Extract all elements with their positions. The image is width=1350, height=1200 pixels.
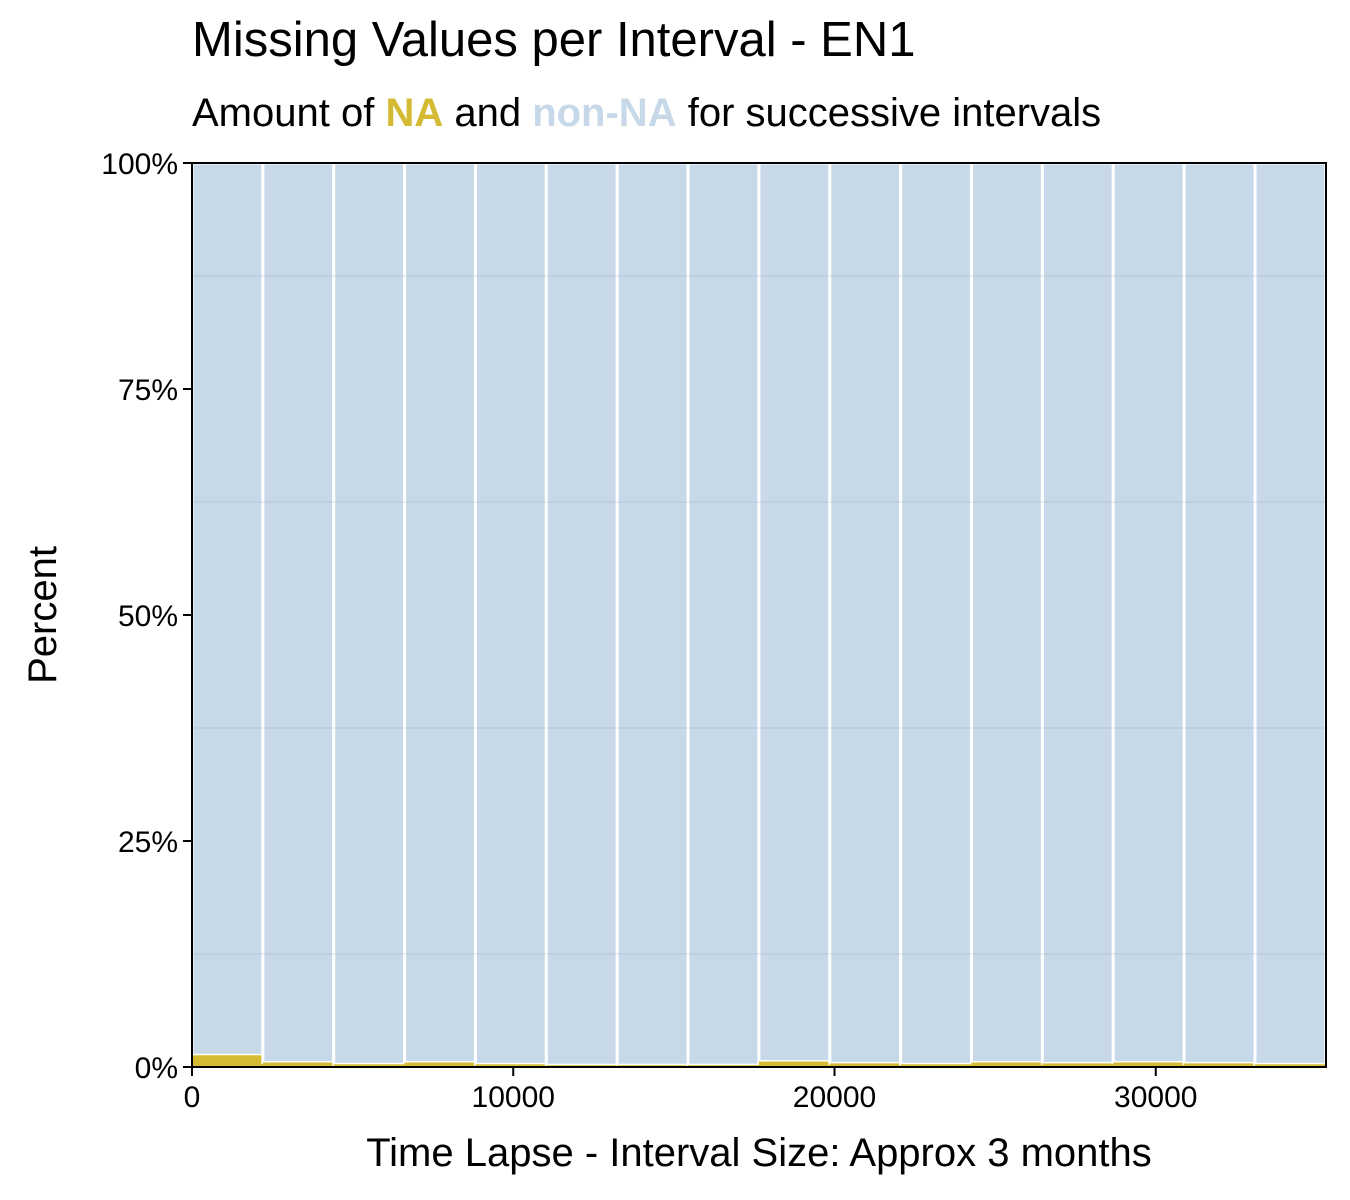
bar-non-na-7 [615, 161, 690, 1067]
bar-na-5 [475, 1064, 547, 1067]
bar-non-na-5 [473, 161, 548, 1066]
bar-non-na-2 [261, 161, 336, 1064]
bar-na-13 [1042, 1063, 1114, 1067]
y-tick-label: 100% [101, 148, 178, 181]
y-tick-label: 0% [135, 1052, 178, 1085]
bar-non-na-11 [899, 161, 974, 1066]
subtitle-non-na-label: non-NA [532, 91, 677, 135]
bar-na-10 [829, 1063, 901, 1067]
bar-non-na-6 [544, 161, 619, 1067]
bar-na-12 [971, 1062, 1043, 1067]
chart-title: Missing Values per Interval - EN1 [192, 13, 916, 67]
y-tick-label: 50% [118, 600, 178, 633]
x-tick-label: 10000 [472, 1081, 555, 1114]
x-tick-label: 0 [184, 1081, 201, 1114]
bar-non-na-10 [828, 161, 903, 1065]
y-tick-label: 75% [118, 374, 178, 407]
bar-non-na-13 [1040, 161, 1115, 1065]
x-axis-title: Time Lapse - Interval Size: Approx 3 mon… [366, 1131, 1152, 1175]
subtitle-suffix: for successive intervals [676, 91, 1102, 135]
bar-non-na-14 [1111, 161, 1186, 1064]
bar-na-1 [192, 1055, 263, 1067]
subtitle-na-label: NA [385, 91, 444, 135]
y-tick-label: 25% [118, 826, 178, 859]
bar-na-4 [404, 1062, 476, 1067]
bar-non-na-12 [970, 161, 1044, 1064]
bar-na-9 [758, 1061, 830, 1067]
bar-na-2 [262, 1062, 334, 1067]
bar-non-na-16 [1253, 161, 1328, 1066]
bar-na-3 [333, 1064, 405, 1067]
subtitle-middle: and [443, 91, 533, 135]
bar-na-15 [1184, 1063, 1256, 1067]
chart-subtitle: Amount of NA and non-NA for successive i… [192, 93, 1101, 133]
bar-non-na-3 [332, 161, 407, 1066]
y-axis-title: Percent [21, 546, 65, 684]
bar-na-16 [1255, 1064, 1326, 1067]
x-tick-label: 20000 [793, 1081, 876, 1114]
bar-non-na-15 [1182, 161, 1257, 1065]
x-tick-label: 30000 [1114, 1081, 1197, 1114]
axis-ticks: 0% 25% 50% 75% 100% 0 10000 20000 30000 [101, 148, 1197, 1114]
bar-na-14 [1113, 1062, 1185, 1067]
bar-non-na-8 [686, 161, 761, 1067]
bar-na-11 [900, 1064, 972, 1067]
subtitle-prefix: Amount of [192, 91, 386, 135]
bar-non-na-1 [190, 161, 265, 1057]
bar-non-na-4 [403, 161, 477, 1064]
bar-non-na-9 [757, 161, 832, 1064]
bars [190, 161, 1328, 1067]
